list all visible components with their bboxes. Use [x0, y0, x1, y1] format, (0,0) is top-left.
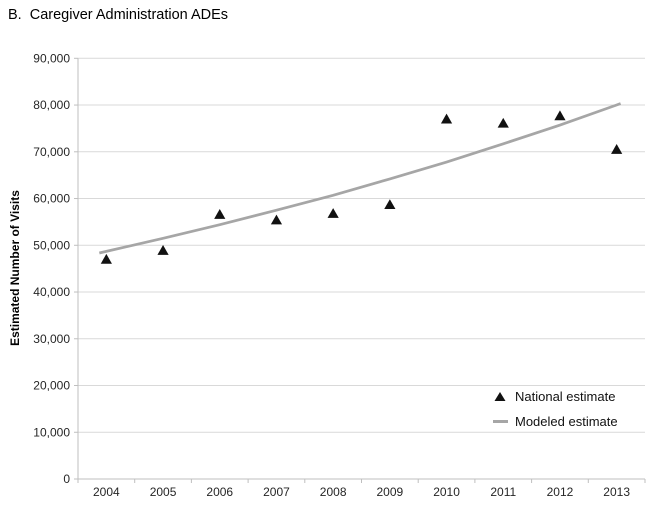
y-tick-label: 40,000 [33, 285, 70, 299]
chart-title: B. Caregiver Administration ADEs [8, 7, 229, 23]
x-tick-label: 2008 [320, 485, 347, 499]
x-tick-label: 2009 [376, 485, 403, 499]
national-estimate-marker [214, 209, 226, 219]
x-tick-label: 2004 [93, 485, 120, 499]
y-tick-label: 80,000 [33, 98, 70, 112]
y-tick-label: 50,000 [33, 238, 70, 252]
line-swatch-icon [492, 420, 508, 423]
modeled-estimate-line [98, 102, 622, 255]
national-estimate-marker [327, 208, 339, 218]
legend-label-modeled-estimate: Modeled estimate [515, 414, 618, 429]
national-estimate-marker [497, 117, 509, 128]
y-tick-label: 60,000 [33, 192, 70, 206]
legend-item-national-estimate: National estimate [492, 384, 618, 409]
x-tick-label: 2006 [206, 485, 233, 499]
y-tick-label: 20,000 [33, 379, 70, 393]
y-tick-label: 30,000 [33, 332, 70, 346]
national-estimate-marker [611, 144, 623, 154]
national-estimate-marker [440, 113, 453, 124]
y-tick-label: 90,000 [33, 52, 70, 66]
x-tick-label: 2012 [547, 485, 574, 499]
x-tick-label: 2010 [433, 485, 460, 499]
national-estimate-marker [100, 253, 112, 264]
x-tick-label: 2013 [603, 485, 630, 499]
x-tick-label: 2007 [263, 485, 290, 499]
y-tick-label: 0 [63, 472, 70, 486]
national-estimate-marker [270, 214, 283, 225]
y-tick-label: 70,000 [33, 145, 70, 159]
national-estimate-marker [554, 110, 566, 121]
national-estimate-marker [157, 245, 169, 255]
y-tick-label: 10,000 [33, 425, 70, 439]
national-estimate-marker [384, 199, 396, 210]
legend-item-modeled-estimate: Modeled estimate [492, 409, 618, 434]
legend: National estimate Modeled estimate [492, 384, 618, 434]
x-tick-label: 2005 [150, 485, 177, 499]
triangle-marker-icon [492, 391, 508, 402]
x-tick-label: 2011 [490, 485, 516, 499]
legend-label-national-estimate: National estimate [515, 389, 616, 404]
